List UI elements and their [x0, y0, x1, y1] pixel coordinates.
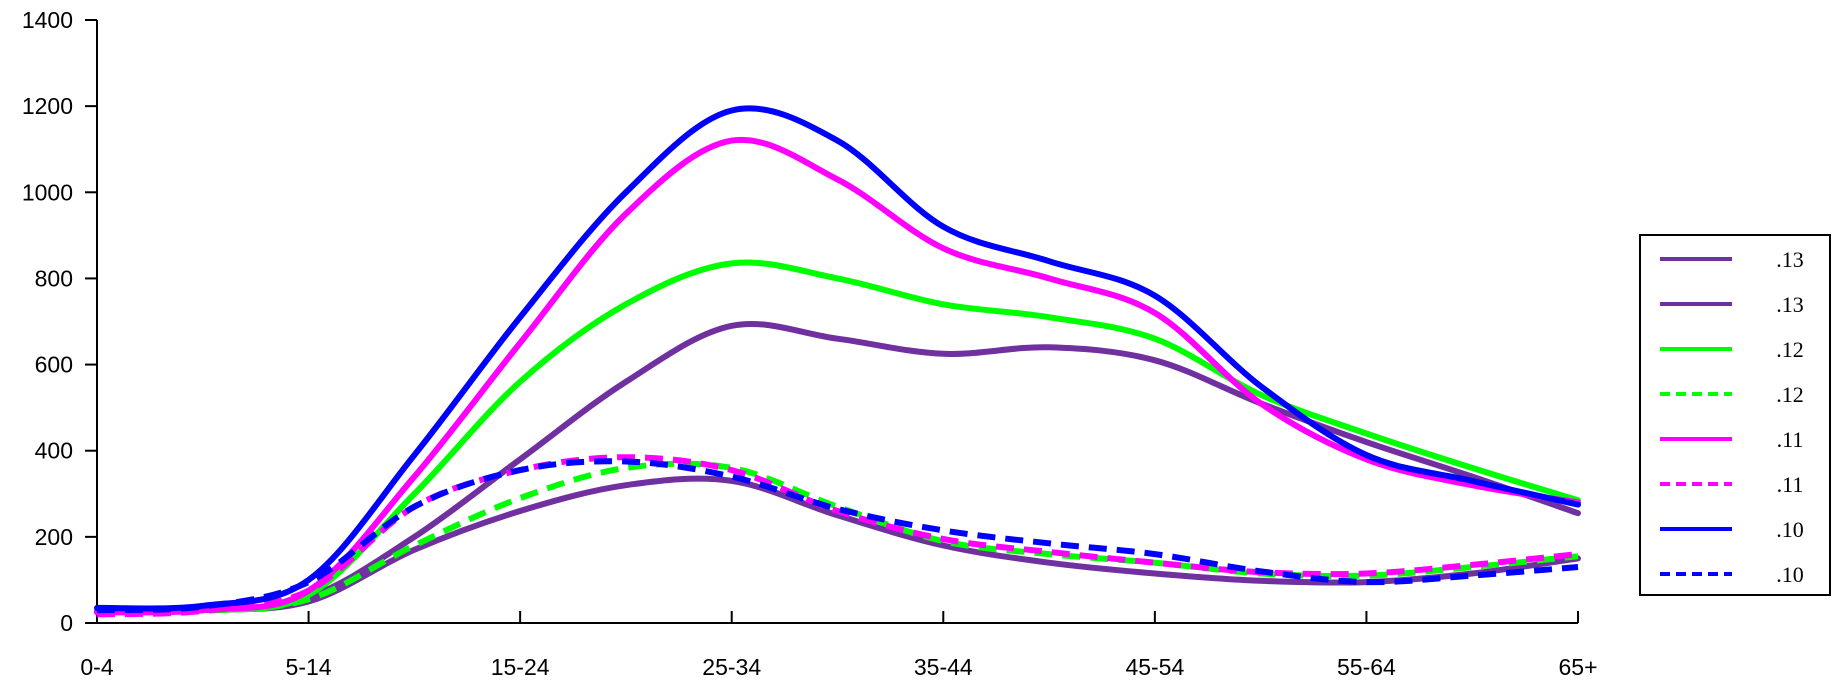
y-tick-label: 800: [35, 265, 73, 291]
y-tick-label: 1400: [22, 7, 73, 33]
series-line-11-solid: [94, 136, 1581, 616]
legend-label: .10: [1776, 517, 1804, 542]
x-tick-label: 15-24: [491, 654, 550, 680]
x-tick-label: 55-64: [1337, 654, 1396, 680]
y-tick-label: 200: [35, 524, 73, 550]
legend-box: [1639, 234, 1831, 596]
legend-label: .13: [1776, 292, 1804, 317]
x-tick-label: 35-44: [914, 654, 973, 680]
series-line-13-solid: [94, 475, 1581, 615]
x-tick-label: 25-34: [702, 654, 761, 680]
y-tick-label: 0: [60, 610, 73, 636]
legend-label: .12: [1776, 382, 1804, 407]
x-tick-label: 0-4: [80, 654, 113, 680]
y-tick-label: 400: [35, 438, 73, 464]
legend-label: .12: [1776, 337, 1804, 362]
y-tick-labels: 0 200 400 600 800 1000 1200 1400: [22, 7, 73, 636]
series-line-10-solid: [94, 105, 1581, 612]
legend-label: .11: [1777, 427, 1804, 452]
legend-label: .13: [1776, 247, 1804, 272]
x-tick-label: 5-14: [286, 654, 332, 680]
y-tick-label: 1000: [22, 179, 73, 205]
y-tick-label: 1200: [22, 93, 73, 119]
legend: .13 .13 .12 .12 .11 .11 .10 .10: [1639, 234, 1831, 596]
series-lines: [94, 105, 1581, 618]
axes: [85, 19, 1579, 624]
x-tick-labels: 0-4 5-14 15-24 25-34 35-44 45-54 55-64 65+: [80, 654, 1597, 680]
x-tick-label: 65+: [1558, 654, 1597, 680]
series-line-11-dashed: [96, 454, 1579, 618]
x-tick-label: 45-54: [1125, 654, 1184, 680]
y-tick-label: 600: [35, 352, 73, 378]
legend-label: .11: [1777, 472, 1804, 497]
legend-label: .10: [1776, 562, 1804, 587]
